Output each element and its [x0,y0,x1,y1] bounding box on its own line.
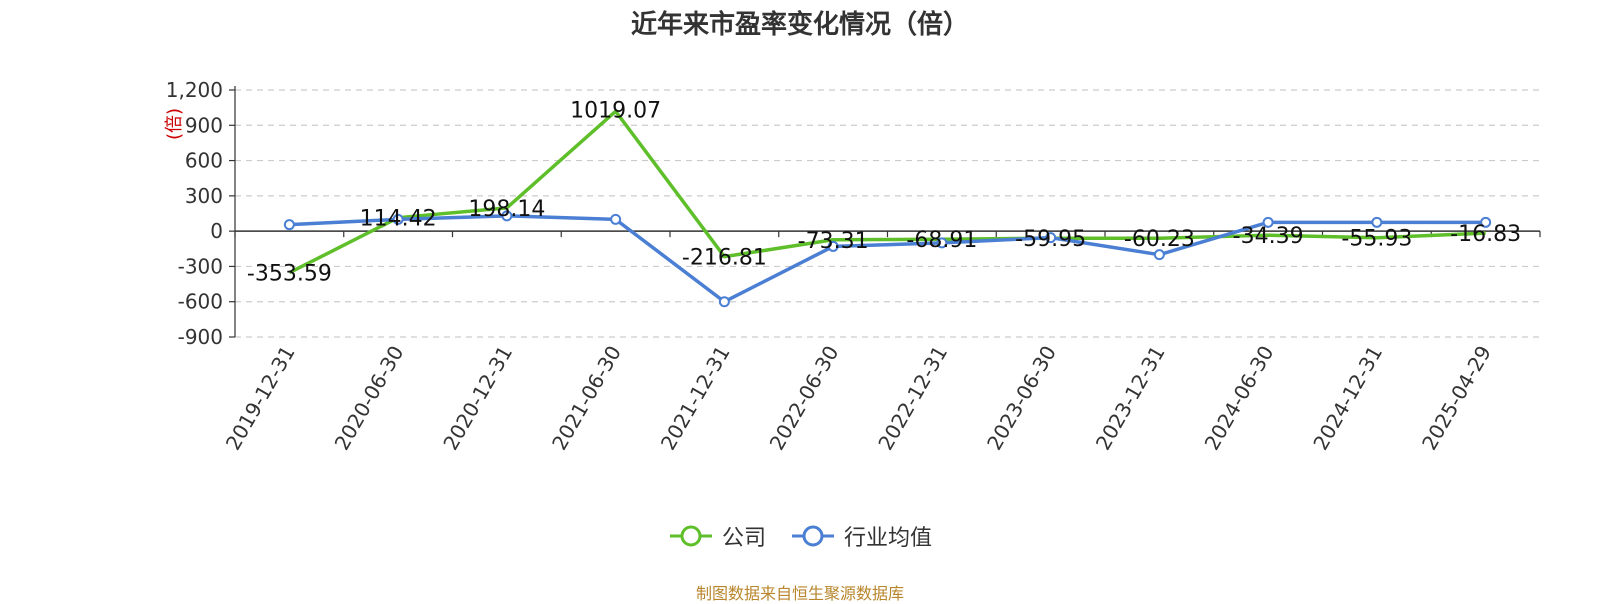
legend: 公司 行业均值 [0,520,1600,552]
x-tick-label: 2025-04-29 [1417,342,1496,455]
y-tick-label: -600 [178,290,223,314]
y-tick-label: -300 [178,254,223,278]
x-tick-label: 2024-06-30 [1200,342,1279,455]
data-label-company: 198.14 [468,197,545,222]
data-point-industry-average [392,213,404,225]
data-label-company: -353.59 [247,262,332,287]
data-label-company: -34.39 [1233,224,1304,249]
data-label-company: -55.93 [1341,227,1412,252]
x-tick-label: 2019-12-31 [221,342,300,455]
data-point-industry-average [1045,232,1057,244]
data-point-industry-average [1371,216,1383,228]
data-source-note: 制图数据来自恒生聚源数据库 [695,584,904,603]
y-tick-label: 300 [185,184,223,208]
x-tick-label: 2023-06-30 [982,342,1061,455]
chart-title: 近年来市盈率变化情况（倍） [630,10,969,40]
data-label-company: -216.81 [682,246,767,271]
x-tick-label: 2022-12-31 [873,342,952,455]
data-point-industry-average [501,210,513,222]
data-label-company: -16.83 [1450,222,1521,247]
x-tick-label: 2020-06-30 [330,342,409,455]
series-line-industry-average [289,214,1486,304]
x-tick-label: 2021-12-31 [656,342,735,455]
y-tick-label: -900 [178,325,223,349]
data-point-industry-average [1262,216,1274,228]
y-tick-label: 0 [210,219,223,243]
data-point-industry-average [1153,249,1165,261]
series-line-company [288,109,1486,275]
legend-label-company: 公司 [721,526,766,551]
legend-item-industry-average[interactable]: 行业均值 [790,520,932,552]
data-point-industry-average [936,237,948,249]
data-label-company: 1019.07 [570,98,661,123]
x-tick-label: 2020-12-31 [438,342,517,455]
x-tick-label: 2022-06-30 [765,342,844,455]
data-label-company: 114.42 [360,207,437,232]
legend-label-industry-average: 行业均值 [844,526,933,551]
x-tick-label: 2023-12-31 [1091,342,1170,455]
data-point-industry-average [718,296,730,308]
data-label-company: -60.23 [1124,227,1195,252]
data-point-industry-average [283,219,295,231]
x-tick-label: 2024-12-31 [1308,342,1387,455]
data-label-company: -68.91 [906,228,977,253]
x-tick-label: 2021-06-30 [547,342,626,455]
data-label-company: -73.31 [798,229,869,254]
data-point-industry-average [1480,216,1492,228]
y-tick-label: 600 [185,149,223,173]
y-tick-label: 1,200 [166,78,223,102]
legend-marker-company [669,525,712,547]
data-point-industry-average [827,240,839,252]
y-axis-unit: (倍) [164,108,185,140]
legend-item-company[interactable]: 公司 [668,520,766,552]
data-point-industry-average [610,213,622,225]
legend-marker-industry-average [792,525,834,547]
y-tick-label: 900 [185,113,223,137]
data-label-company: -59.95 [1015,227,1086,252]
